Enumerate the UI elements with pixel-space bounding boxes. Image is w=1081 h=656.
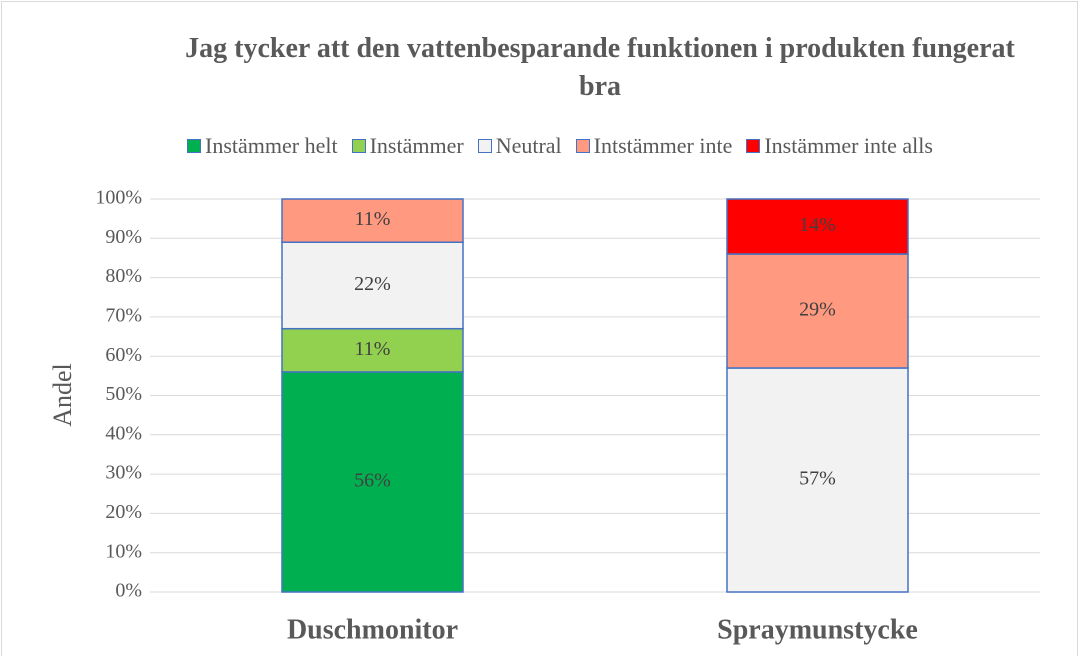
y-tick-label: 70%: [105, 304, 142, 326]
bar-segment: [281, 241, 464, 330]
y-tick-label: 90%: [105, 226, 142, 248]
bar-segment: [281, 371, 464, 593]
x-tick-label: Spraymunstycke: [717, 614, 918, 645]
legend-label: Instämmer: [369, 133, 464, 158]
data-label: 14%: [799, 214, 836, 236]
chart-title: Jag tycker att den vattenbesparande funk…: [185, 33, 1015, 102]
data-label: 11%: [355, 208, 391, 230]
legend-swatch: [746, 139, 761, 153]
bar-segment: [726, 198, 909, 255]
bar-segment: [726, 367, 909, 593]
legend-label: Intstämmer inte: [593, 133, 733, 158]
bar-segment: [726, 253, 909, 369]
legend-item: Intstämmer inte: [575, 133, 733, 159]
y-tick-label: 100%: [95, 187, 142, 209]
legend: Instämmer helt Instämmer Neutral Intstämmer…: [60, 133, 1060, 159]
legend-swatch: [351, 139, 366, 153]
legend-label: Neutral: [495, 133, 562, 158]
data-label: 11%: [355, 338, 391, 360]
data-label: 29%: [799, 299, 836, 321]
y-tick-label: 10%: [105, 540, 142, 562]
legend-item: Instämmer helt: [187, 133, 338, 159]
legend-label: Instämmer helt: [205, 133, 338, 158]
legend-swatch: [187, 139, 202, 153]
legend-swatch: [477, 139, 492, 153]
data-label: 22%: [354, 273, 391, 295]
legend-label: Instämmer inte alls: [764, 133, 933, 158]
y-tick-label: 20%: [105, 501, 142, 523]
y-axis-label: Andel: [48, 363, 77, 427]
data-label: 56%: [354, 470, 391, 492]
y-tick-label: 0%: [115, 580, 142, 602]
legend-item: Instämmer: [351, 133, 464, 159]
data-label: 57%: [799, 468, 836, 490]
bar-segment: [281, 198, 464, 243]
y-tick-label: 80%: [105, 265, 142, 287]
y-tick-label: 40%: [105, 422, 142, 444]
y-tick-label: 60%: [105, 344, 142, 366]
legend-item: Neutral: [477, 133, 562, 159]
legend-item: Instämmer inte alls: [746, 133, 933, 159]
y-tick-label: 30%: [105, 462, 142, 484]
x-tick-label: Duschmonitor: [287, 614, 458, 645]
y-tick-label: 50%: [105, 383, 142, 405]
legend-swatch: [575, 139, 590, 153]
